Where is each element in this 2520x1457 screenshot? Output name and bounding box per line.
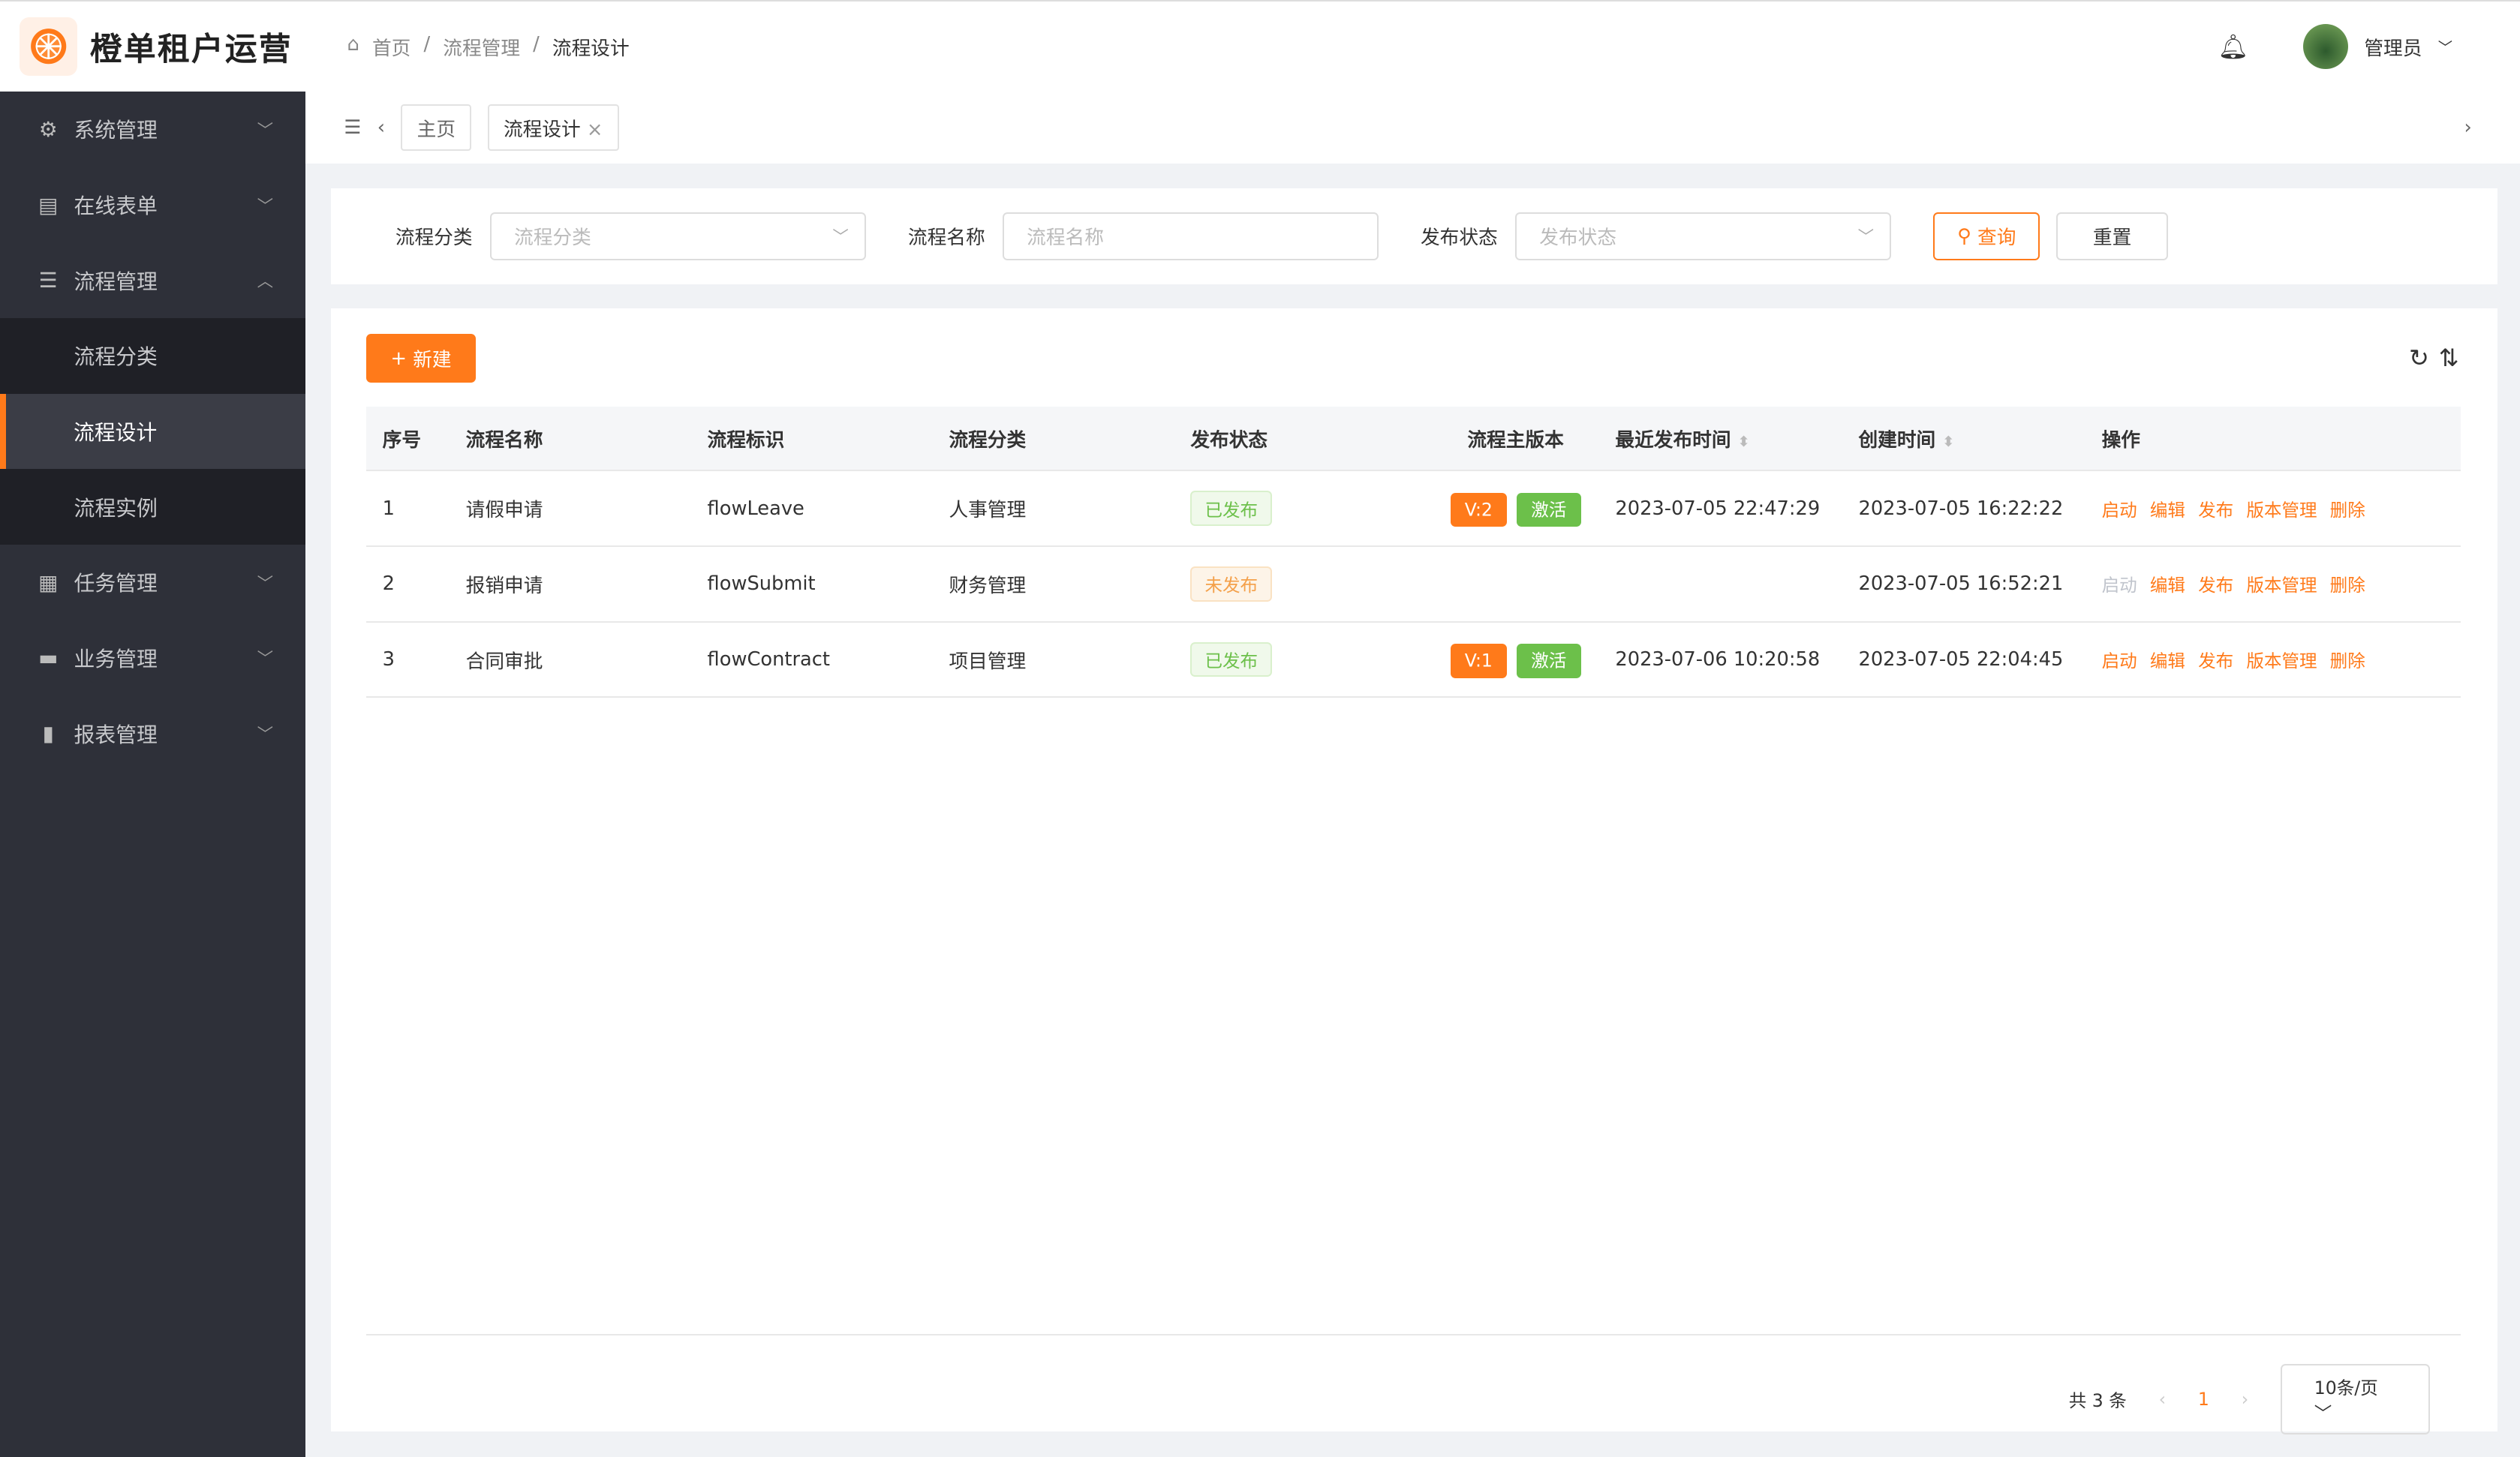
- table-row: 1 请假申请 flowLeave 人事管理 已发布 V:2 激活 2023-07-05 22:…: [366, 470, 2461, 548]
- sidebar: ⚙ 系统管理 ﹀ ▤ 在线表单 ﹀ ☰ 流程管理 ︿ 流程分类 流程设计 流程实例 ▦ 任务管…: [0, 92, 305, 1457]
- status-badge: 未发布: [1190, 566, 1273, 602]
- logo: [19, 17, 77, 76]
- category-label: 流程分类: [395, 227, 473, 250]
- chevron-down-icon: ﹀: [832, 228, 849, 248]
- table-card: + 新建 ↻ ⇅ 序号 流程名称 流程标识 流程分类 发布状态 流程主版本 最近发布时间 ⬍ 创…: [331, 308, 2498, 1434]
- sidebar-item-flow-design[interactable]: 流程设计: [0, 393, 305, 470]
- sidebar-item-report[interactable]: ▮ 报表管理 ﹀: [0, 695, 305, 771]
- status-badge: 已发布: [1190, 491, 1273, 527]
- action-link[interactable]: 编辑: [2149, 499, 2185, 521]
- sidebar-item-task[interactable]: ▦ 任务管理 ﹀: [0, 545, 305, 620]
- action-link[interactable]: 版本管理: [2246, 650, 2317, 672]
- sort-icon: ⬍: [1737, 432, 1750, 450]
- new-button[interactable]: + 新建: [366, 334, 476, 383]
- column-header: 发布状态: [1174, 406, 1416, 472]
- breadcrumb: ⌂ 首页 / 流程管理 / 流程设计: [347, 32, 630, 60]
- action-link[interactable]: 发布: [2198, 650, 2234, 672]
- tab-bar: ☰ ‹ 主页 流程设计 × ›: [305, 92, 2520, 164]
- briefcase-icon: ▬: [38, 645, 59, 671]
- prev-page-icon[interactable]: ‹: [2158, 1388, 2167, 1410]
- sliders-icon: ☰: [38, 268, 58, 293]
- bell-icon[interactable]: 🔔︎: [2218, 32, 2249, 62]
- active-badge: 激活: [1517, 644, 1581, 678]
- chevron-left-icon[interactable]: ‹: [377, 116, 385, 140]
- gear-icon: ⚙: [38, 116, 58, 142]
- top-bar: 橙单租户运营 ⌂ 首页 / 流程管理 / 流程设计 🔔︎ 管理员 ﹀: [0, 0, 2520, 92]
- action-link[interactable]: 删除: [2329, 575, 2365, 596]
- plus-icon: +: [390, 347, 413, 370]
- name-input[interactable]: 流程名称: [1003, 212, 1379, 260]
- next-page-icon[interactable]: ›: [2241, 1388, 2249, 1410]
- app-title: 橙单租户运营: [89, 31, 293, 69]
- user-name[interactable]: 管理员: [2364, 37, 2422, 60]
- sidebar-item-flow-category[interactable]: 流程分类: [0, 317, 305, 394]
- status-label: 发布状态: [1421, 227, 1498, 250]
- collapse-menu-icon[interactable]: ☰: [344, 116, 362, 140]
- category-select[interactable]: 流程分类 ﹀: [490, 212, 867, 260]
- clipboard-icon: ▤: [38, 192, 59, 218]
- action-link[interactable]: 启动: [2101, 650, 2137, 672]
- page-size-select[interactable]: 10条/页 ﹀: [2280, 1364, 2431, 1434]
- column-settings-icon[interactable]: ⇅: [2438, 344, 2459, 373]
- sidebar-item-online-form[interactable]: ▤ 在线表单 ﹀: [0, 167, 305, 243]
- breadcrumb-current: 流程设计: [552, 37, 630, 60]
- bar-chart-icon: ▮: [42, 721, 54, 746]
- column-header: 操作: [2085, 406, 2461, 472]
- pagination: 共 3 条 ‹ 1 › 10条/页 ﹀: [2068, 1364, 2431, 1434]
- action-link[interactable]: 删除: [2329, 650, 2365, 672]
- search-icon: ⚲: [1957, 224, 1978, 248]
- refresh-icon[interactable]: ↻: [2408, 344, 2429, 373]
- version-badge: V:1: [1450, 644, 1508, 678]
- action-link[interactable]: 删除: [2329, 499, 2365, 521]
- table-row: 2 报销申请 flowSubmit 财务管理 未发布 2023-07-05 16:52:2…: [366, 546, 2461, 623]
- home-icon: ⌂: [347, 32, 359, 56]
- sort-icon: ⬍: [1942, 432, 1955, 450]
- sidebar-item-flow-instance[interactable]: 流程实例: [0, 469, 305, 545]
- action-link[interactable]: 启动: [2101, 575, 2137, 596]
- action-link[interactable]: 编辑: [2149, 575, 2185, 596]
- action-link[interactable]: 发布: [2198, 575, 2234, 596]
- action-link[interactable]: 发布: [2198, 499, 2234, 521]
- column-header[interactable]: 创建时间 ⬍: [1842, 406, 2086, 472]
- column-header: 流程标识: [691, 406, 934, 472]
- query-button[interactable]: ⚲ 查询: [1933, 212, 2040, 260]
- chevron-down-icon[interactable]: ﹀: [2437, 39, 2453, 57]
- column-header: 流程分类: [933, 406, 1174, 472]
- status-badge: 已发布: [1190, 641, 1273, 677]
- sidebar-item-flow[interactable]: ☰ 流程管理 ︿: [0, 242, 305, 318]
- sidebar-item-system[interactable]: ⚙ 系统管理 ﹀: [0, 92, 305, 167]
- grid-icon: ▦: [38, 569, 59, 595]
- breadcrumb-flow[interactable]: 流程管理: [443, 37, 521, 60]
- total-count: 共 3 条: [2068, 1389, 2127, 1411]
- tab-flow-design[interactable]: 流程设计 ×: [487, 104, 619, 152]
- name-label: 流程名称: [907, 227, 985, 250]
- reset-button[interactable]: 重置: [2055, 212, 2169, 260]
- filter-bar: 流程分类 流程分类 ﹀ 流程名称 流程名称 发布状态 发布状态 ﹀ ⚲ 查询 重置: [331, 188, 2498, 285]
- table-row: 3 合同审批 flowContract 项目管理 已发布 V:1 激活 2023-07-06 …: [366, 621, 2461, 698]
- flow-table: 序号 流程名称 流程标识 流程分类 发布状态 流程主版本 最近发布时间 ⬍ 创建时间 ⬍ 操作 …: [366, 406, 2461, 698]
- avatar[interactable]: [2302, 24, 2348, 69]
- chevron-right-icon[interactable]: ›: [2464, 116, 2472, 140]
- tab-home[interactable]: 主页: [401, 104, 472, 152]
- action-link[interactable]: 编辑: [2149, 650, 2185, 672]
- action-link[interactable]: 启动: [2101, 499, 2137, 521]
- version-badge: V:2: [1450, 493, 1508, 527]
- page-number[interactable]: 1: [2197, 1388, 2209, 1410]
- column-header: 流程主版本: [1415, 406, 1599, 472]
- column-header: 流程名称: [450, 406, 692, 472]
- column-header: 序号: [366, 406, 450, 472]
- close-icon[interactable]: ×: [586, 118, 603, 141]
- chevron-down-icon: ﹀: [1857, 228, 1875, 248]
- action-link[interactable]: 版本管理: [2246, 575, 2317, 596]
- action-link[interactable]: 版本管理: [2246, 499, 2317, 521]
- sidebar-item-business[interactable]: ▬ 业务管理 ﹀: [0, 620, 305, 696]
- column-header[interactable]: 最近发布时间 ⬍: [1598, 406, 1843, 472]
- breadcrumb-home[interactable]: 首页: [371, 37, 411, 60]
- active-badge: 激活: [1517, 493, 1581, 527]
- status-select[interactable]: 发布状态 ﹀: [1515, 212, 1892, 260]
